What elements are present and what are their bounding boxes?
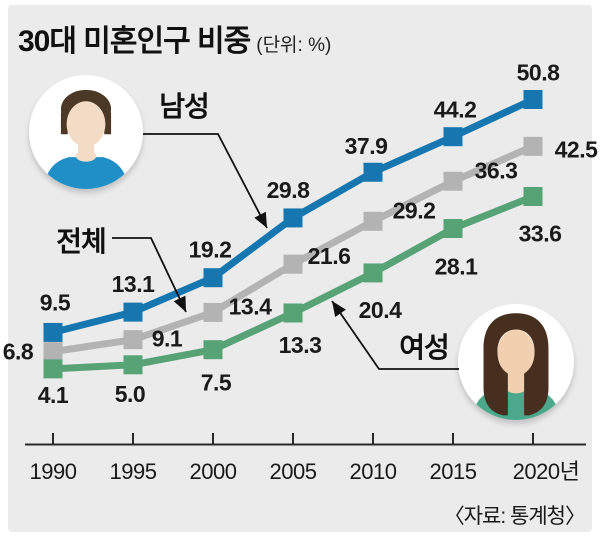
value-label: 50.8 bbox=[517, 59, 560, 85]
axis-year-label: 2015 bbox=[430, 459, 477, 484]
series-callout-label: 전체 bbox=[56, 226, 106, 257]
value-label: 19.2 bbox=[189, 237, 232, 263]
data-point-marker bbox=[203, 302, 223, 322]
source-credit: 〈자료: 통계청〉 bbox=[443, 505, 586, 528]
value-label: 36.3 bbox=[475, 157, 518, 183]
value-label: 29.2 bbox=[393, 197, 436, 223]
callout-leader-line bbox=[143, 133, 268, 229]
value-labels-total: 6.8 9.1 13.4 21.6 29.2 36.3 42.5 bbox=[3, 136, 599, 365]
value-label: 29.8 bbox=[267, 177, 310, 203]
female-avatar bbox=[458, 304, 574, 420]
axis-year-label: 1995 bbox=[110, 459, 157, 484]
value-label: 33.6 bbox=[519, 220, 562, 246]
data-point-marker bbox=[363, 263, 383, 283]
callout-leader-line bbox=[331, 300, 459, 370]
chart-title: 30대 미혼인구 비중 bbox=[18, 25, 251, 58]
value-label: 20.4 bbox=[359, 297, 402, 323]
data-point-marker bbox=[203, 268, 223, 288]
data-point-marker bbox=[283, 208, 303, 228]
value-labels-male: 9.5 13.1 19.2 29.8 37.9 44.2 50.8 bbox=[40, 59, 561, 315]
callout-leader-line bbox=[112, 237, 187, 313]
value-label: 7.5 bbox=[201, 370, 232, 396]
value-label: 6.8 bbox=[3, 339, 34, 365]
data-point-marker bbox=[443, 171, 463, 191]
series-total bbox=[43, 136, 543, 362]
value-label: 21.6 bbox=[308, 243, 351, 269]
callout-male: 남성 bbox=[143, 91, 268, 229]
axis-year-label: 2020년 bbox=[513, 459, 580, 484]
data-point-marker bbox=[123, 355, 143, 375]
series-callout-label: 남성 bbox=[159, 91, 209, 122]
value-label: 9.5 bbox=[40, 289, 71, 315]
x-axis: 1990 1995 2000 2005 2010 2015 2020년 bbox=[25, 433, 586, 484]
axis-year-label: 2000 bbox=[190, 459, 237, 484]
series-female bbox=[43, 186, 543, 379]
male-person-icon bbox=[29, 75, 143, 189]
value-labels-female: 4.1 5.0 7.5 13.3 20.4 28.1 33.6 bbox=[38, 220, 562, 407]
value-label: 44.2 bbox=[434, 97, 477, 123]
female-person-icon bbox=[458, 304, 574, 420]
data-point-marker bbox=[123, 302, 143, 322]
unit-label: (단위: %) bbox=[256, 35, 332, 56]
male-avatar bbox=[29, 75, 143, 189]
data-point-marker bbox=[443, 219, 463, 239]
data-point-marker bbox=[43, 359, 63, 379]
value-label: 9.1 bbox=[152, 326, 183, 352]
data-point-marker bbox=[523, 136, 543, 156]
data-point-marker bbox=[523, 186, 543, 206]
value-label: 28.1 bbox=[435, 254, 478, 280]
value-label: 37.9 bbox=[345, 133, 388, 159]
callout-total: 전체 bbox=[56, 226, 187, 313]
data-point-marker bbox=[43, 322, 63, 342]
data-point-marker bbox=[523, 89, 543, 109]
series-callout-label: 여성 bbox=[399, 332, 449, 363]
value-label: 13.4 bbox=[229, 293, 272, 319]
callout-arrowhead-icon bbox=[332, 301, 346, 318]
series-male bbox=[43, 89, 543, 342]
data-point-marker bbox=[123, 330, 143, 350]
data-point-marker bbox=[283, 254, 303, 274]
axis-year-label: 1990 bbox=[30, 459, 77, 484]
callout-arrowhead-icon bbox=[173, 295, 186, 312]
value-label: 13.3 bbox=[279, 332, 322, 358]
data-point-marker bbox=[363, 211, 383, 231]
value-label: 5.0 bbox=[115, 381, 145, 407]
chart-header: 30대 미혼인구 비중 (단위: %) bbox=[18, 16, 331, 60]
axis-year-label: 2010 bbox=[350, 459, 397, 484]
callout-arrowhead-icon bbox=[254, 211, 267, 228]
axis-year-label: 2005 bbox=[270, 459, 317, 484]
callout-female: 여성 bbox=[331, 300, 459, 370]
data-point-marker bbox=[363, 162, 383, 182]
data-point-marker bbox=[203, 340, 223, 360]
value-label: 42.5 bbox=[555, 136, 598, 162]
value-label: 4.1 bbox=[38, 382, 69, 408]
data-point-marker bbox=[283, 303, 303, 323]
data-point-marker bbox=[43, 342, 63, 362]
data-point-marker bbox=[443, 127, 463, 147]
value-label: 13.1 bbox=[112, 271, 155, 297]
